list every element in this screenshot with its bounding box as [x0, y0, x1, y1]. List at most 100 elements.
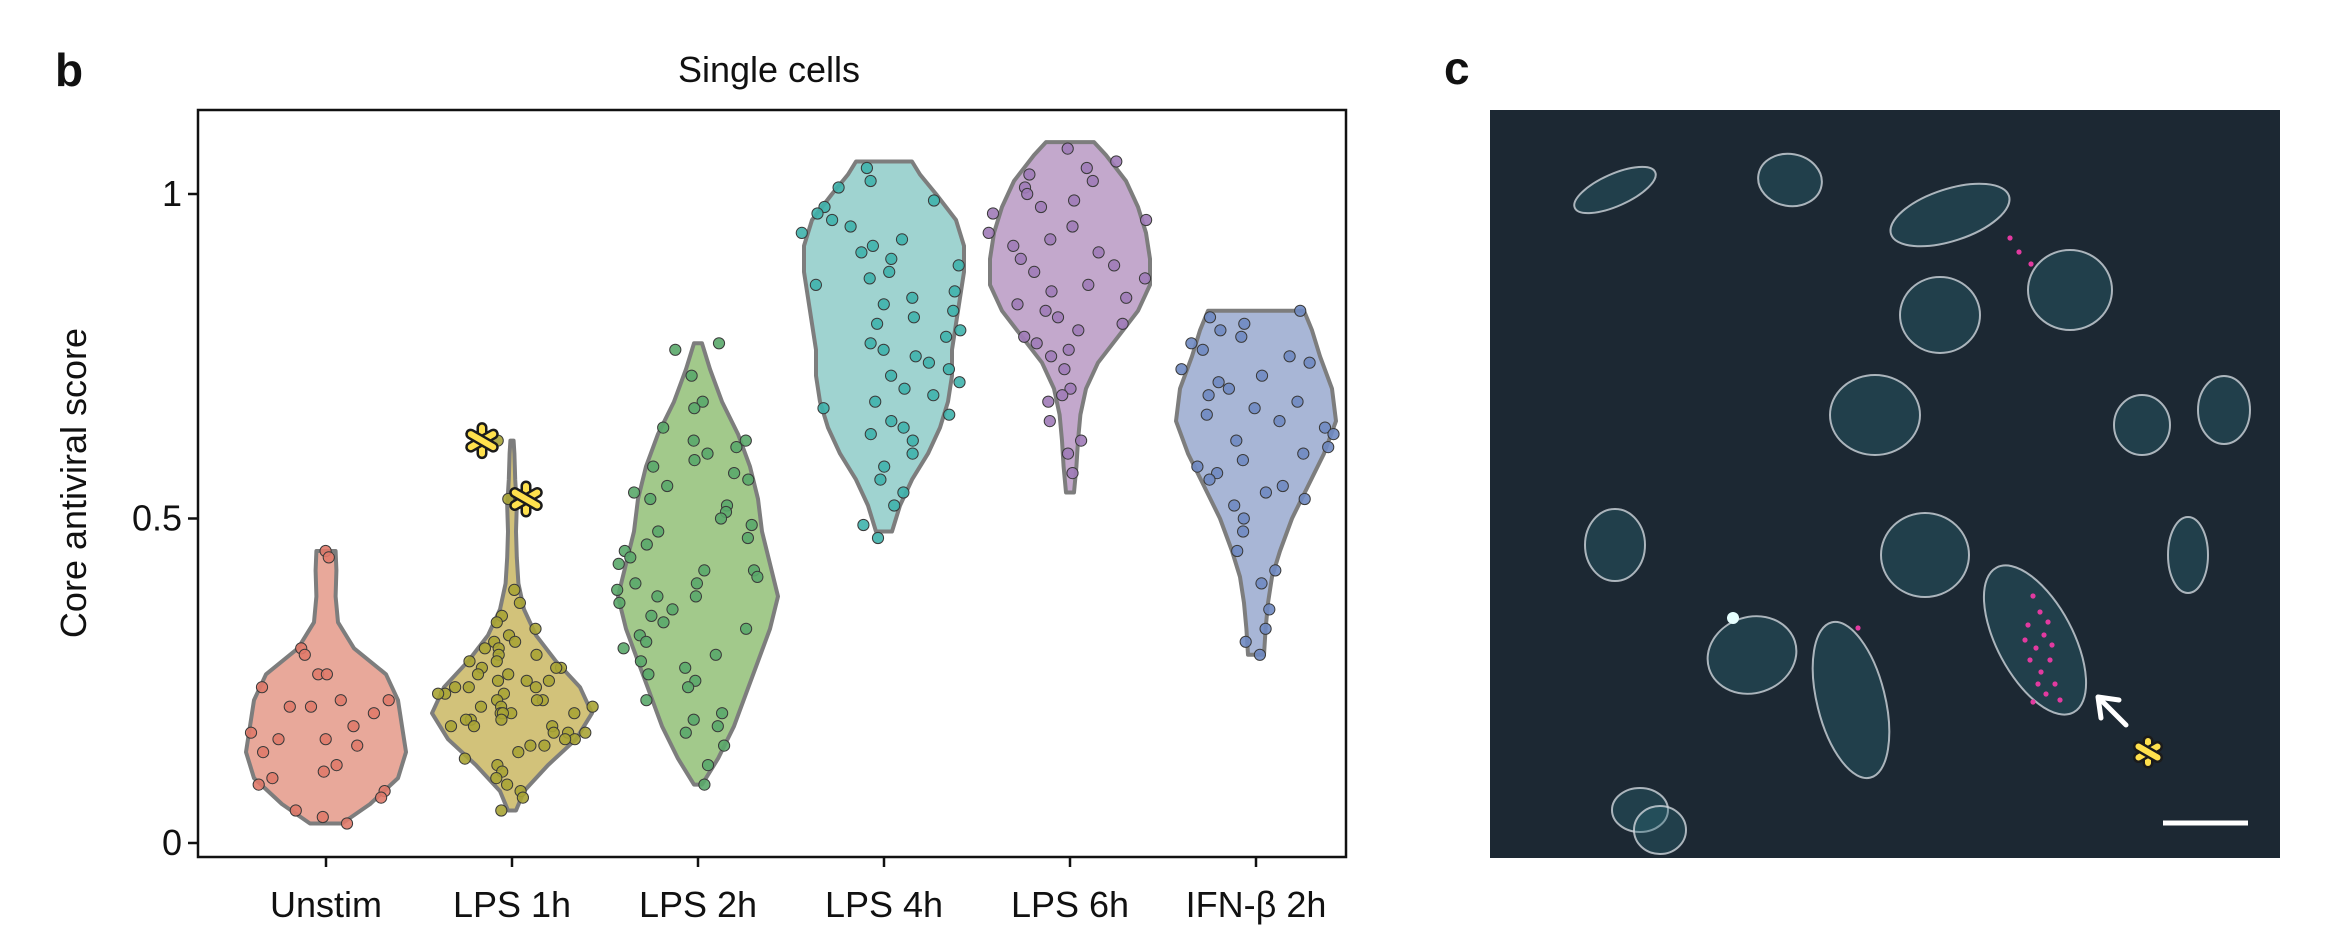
data-point: [948, 285, 961, 298]
data-point: [1294, 304, 1307, 317]
data-point: [909, 350, 922, 363]
fish-dot: [2041, 632, 2047, 638]
data-point: [547, 726, 560, 739]
data-point: [1044, 233, 1057, 246]
data-point: [1297, 447, 1310, 460]
data-point: [1066, 220, 1079, 233]
data-point: [1021, 187, 1034, 201]
cell-outline: [2027, 249, 2113, 331]
data-point: [809, 278, 823, 291]
data-point: [550, 661, 563, 674]
data-point: [651, 590, 664, 603]
data-point: [283, 700, 296, 713]
data-point: [657, 616, 670, 629]
data-point: [1034, 200, 1048, 214]
data-point: [490, 772, 503, 785]
data-point: [1259, 486, 1273, 499]
data-point: [897, 486, 910, 499]
data-point: [559, 733, 572, 746]
data-point: [529, 622, 542, 635]
data-point: [1061, 142, 1074, 155]
data-point: [1303, 356, 1316, 369]
y-axis-label: Core antiviral score: [53, 328, 94, 638]
data-point: [1138, 272, 1152, 285]
data-point: [1064, 382, 1077, 395]
data-point: [1056, 389, 1069, 402]
data-point: [1092, 246, 1105, 259]
data-point: [1269, 564, 1282, 577]
data-point: [432, 687, 445, 700]
data-point: [714, 512, 728, 525]
fish-dot: [2045, 619, 2051, 625]
data-point: [330, 759, 343, 772]
fish-dot: [2052, 681, 2058, 687]
data-point: [844, 220, 857, 233]
data-point: [508, 635, 522, 648]
annotation-layer: [465, 422, 543, 518]
data-point: [711, 720, 724, 733]
cell-outline: [1633, 805, 1687, 855]
data-point: [1228, 499, 1241, 512]
data-point: [449, 681, 462, 694]
data-point: [613, 596, 626, 610]
data-point: [1011, 298, 1024, 311]
data-point: [877, 298, 890, 311]
data-point: [490, 655, 503, 668]
data-point: [1068, 194, 1081, 207]
cell-outline: [1611, 787, 1669, 833]
data-point: [906, 447, 919, 460]
data-point: [701, 759, 715, 772]
data-point: [1018, 330, 1031, 343]
data-point: [375, 791, 388, 804]
data-point: [520, 674, 533, 687]
asterisk-icon: [2132, 735, 2164, 769]
cell-outline: [1811, 620, 1891, 780]
data-point: [883, 265, 896, 278]
fish-dot: [2022, 637, 2028, 643]
data-point: [795, 226, 808, 239]
data-point: [530, 648, 543, 661]
panel-letter-b: b: [55, 44, 83, 96]
data-point: [1237, 525, 1250, 538]
data-point: [657, 421, 670, 434]
asterisk-icon: [509, 480, 543, 518]
data-point: [953, 376, 966, 389]
data-point: [864, 174, 877, 188]
data-point: [266, 772, 279, 785]
data-point: [1222, 382, 1236, 395]
data-point: [922, 356, 936, 369]
data-point: [947, 304, 960, 317]
data-point: [688, 454, 701, 467]
asterisk-icon: [465, 422, 499, 460]
data-point: [871, 317, 884, 330]
data-point: [716, 707, 729, 720]
data-point: [463, 655, 476, 668]
fish-dot: [2030, 593, 2036, 599]
data-point: [943, 408, 956, 421]
data-point: [698, 778, 711, 791]
data-point: [1327, 428, 1340, 441]
data-point: [1023, 168, 1036, 181]
y-tick-label: 0: [162, 822, 182, 863]
cell-outline: [1573, 165, 1657, 215]
data-point: [319, 733, 332, 746]
data-point: [857, 518, 870, 532]
data-point: [942, 363, 956, 376]
data-point: [340, 817, 354, 830]
data-point: [742, 473, 755, 486]
micrograph-asterisk: [2132, 735, 2164, 769]
data-point: [495, 713, 508, 726]
cell-outline: [1706, 615, 1798, 695]
data-point: [1140, 213, 1153, 227]
x-tick-label: LPS 2h: [639, 884, 757, 925]
y-tick-label: 1: [162, 173, 182, 214]
data-point: [863, 272, 876, 285]
data-point: [1116, 317, 1129, 330]
data-point: [1185, 337, 1198, 350]
cell-outlines: [1573, 152, 2251, 855]
data-point: [1202, 389, 1215, 402]
data-point: [954, 324, 967, 337]
data-point: [698, 564, 711, 577]
cell-outline: [1584, 508, 1646, 582]
